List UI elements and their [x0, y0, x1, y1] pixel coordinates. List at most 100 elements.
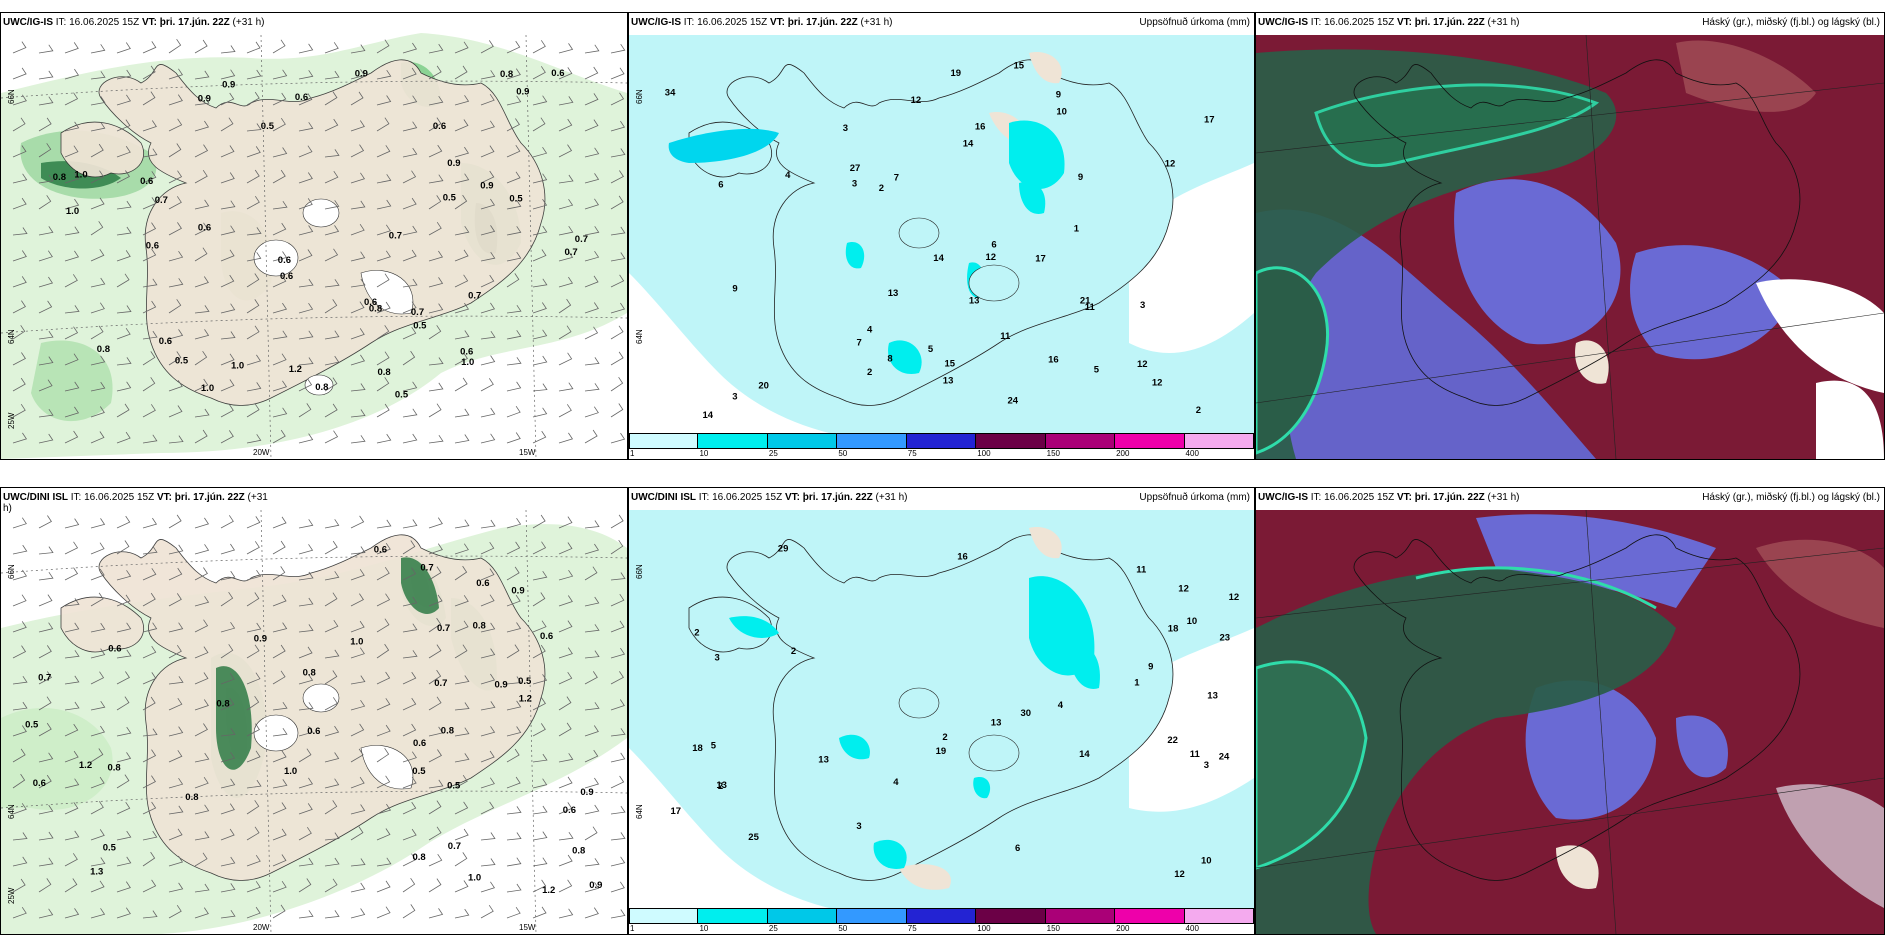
precip-value-label: 5	[1094, 365, 1100, 376]
wind-barb	[506, 330, 522, 340]
wind-barb	[90, 381, 106, 392]
wind-barb	[610, 226, 626, 236]
precip-value-label: 21	[1080, 296, 1091, 307]
wind-barb	[90, 518, 106, 529]
wind-barb	[350, 748, 364, 763]
wind-barb	[506, 144, 521, 158]
wind-barb	[480, 225, 496, 236]
wind-barb	[38, 70, 54, 80]
wind-barb	[220, 274, 235, 288]
wind-barb	[12, 276, 27, 288]
precip-value-label: 0.8	[500, 69, 513, 80]
wind-barb	[480, 541, 495, 555]
precip-value-label: 0.9	[495, 680, 508, 691]
precip-value-label: 0.6	[33, 778, 46, 789]
wind-barb	[116, 42, 131, 54]
wind-barb	[610, 620, 625, 633]
wind-barb	[220, 331, 236, 340]
wind-barb	[142, 728, 158, 737]
wind-barb	[90, 542, 105, 555]
wind-barb	[428, 594, 443, 607]
wind-barb	[142, 775, 156, 789]
wind-barb	[454, 41, 469, 54]
legend-swatch	[906, 908, 977, 924]
wind-barb	[64, 750, 79, 763]
wind-barb	[220, 698, 235, 711]
wind-barb	[480, 701, 496, 711]
wind-barb	[532, 644, 546, 659]
wind-barb	[558, 802, 573, 815]
wind-barb	[558, 908, 574, 919]
wind-barb	[454, 434, 470, 444]
cloud-map	[1256, 34, 1884, 459]
wind-barb	[610, 376, 624, 392]
wind-barb	[116, 403, 130, 418]
wind-barb	[298, 646, 313, 659]
wind-barb	[480, 777, 495, 789]
wind-barb	[116, 327, 131, 340]
wind-barb	[428, 117, 442, 132]
wind-barb	[246, 123, 262, 132]
lon-25-label: 25W	[7, 887, 16, 904]
precip-value-label: 0.8	[473, 620, 486, 631]
wind-barb	[298, 803, 313, 815]
wind-barb	[38, 250, 53, 262]
wind-barb	[428, 277, 444, 288]
wind-barb	[350, 699, 366, 711]
wind-barb	[610, 302, 626, 314]
precip-value-label: 0.6	[476, 578, 489, 589]
wind-barb	[532, 831, 548, 841]
wind-barb	[168, 118, 183, 132]
precip-value-label: 0.8	[97, 344, 110, 355]
wind-barb	[428, 908, 444, 919]
wind-barb	[64, 145, 79, 158]
wind-barb	[220, 225, 236, 236]
precip-value-label: 12	[1229, 592, 1240, 603]
wind-barb	[64, 198, 80, 210]
precip-value-label: 0.6	[159, 336, 172, 347]
wind-barb	[142, 351, 156, 366]
legend-swatch	[1045, 908, 1116, 924]
wind-barb	[402, 723, 417, 737]
precip-value-label: 3	[852, 179, 857, 190]
wind-barb	[402, 249, 417, 262]
wind-barb	[142, 801, 157, 815]
wind-barb	[64, 121, 80, 132]
wind-barb	[246, 354, 262, 366]
wind-barb	[558, 251, 574, 262]
wind-barb	[90, 355, 106, 366]
precip-value-label: 2	[879, 183, 884, 194]
precip-value-label: 13	[716, 780, 727, 791]
wind-barb	[610, 252, 626, 262]
wind-barb	[506, 566, 520, 581]
wind-barb	[116, 801, 131, 815]
wind-barb	[506, 273, 520, 288]
wind-barb	[90, 406, 105, 418]
wind-barb	[90, 197, 105, 210]
wind-barb	[64, 622, 80, 633]
wind-barb	[12, 569, 28, 581]
wind-barb	[324, 670, 338, 685]
wind-barb	[12, 41, 27, 54]
panel-title: UWC/IG-IS IT: 16.06.2025 15Z VT: þri. 17…	[631, 17, 893, 28]
wind-barb	[532, 278, 548, 288]
wind-barb	[272, 566, 286, 581]
wind-barb	[64, 326, 79, 340]
wind-barb	[272, 904, 286, 919]
wind-barb	[298, 93, 313, 106]
wind-barb	[38, 174, 54, 184]
wind-barb	[428, 403, 442, 418]
precip-value-label: 0.9	[589, 880, 602, 891]
wind-barb	[558, 144, 573, 158]
panel-subtitle: Háský (gr.), miðský (fj.bl.) og lágský (…	[1702, 17, 1880, 28]
wind-barb	[506, 118, 520, 132]
wind-barb	[480, 378, 494, 392]
wind-barb	[324, 910, 340, 919]
wind-barb	[454, 95, 470, 106]
wind-barb	[220, 92, 235, 106]
lon-20-label: 20W	[253, 448, 270, 457]
wind-barb	[168, 351, 182, 366]
wind-barb	[584, 566, 598, 581]
wind-barb	[90, 431, 105, 444]
wind-barb	[12, 197, 27, 210]
